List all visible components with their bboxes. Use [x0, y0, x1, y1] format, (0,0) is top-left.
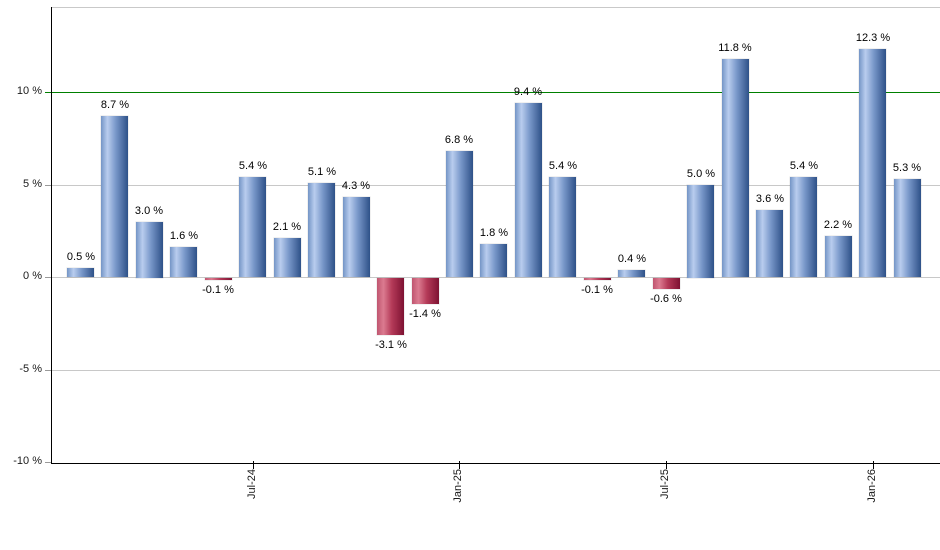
y-tick-label: 5 % — [23, 178, 42, 190]
bar — [101, 116, 128, 277]
bar-value-label: -1.4 % — [409, 308, 441, 320]
bar — [584, 278, 611, 280]
bar-value-label: 5.1 % — [307, 166, 337, 178]
bar — [446, 151, 473, 277]
bar-value-label: 5.4 % — [238, 160, 268, 172]
y-tick-mark — [45, 92, 51, 93]
bar-value-label: 0.4 % — [617, 253, 647, 265]
bar — [274, 238, 301, 277]
bar — [239, 177, 266, 277]
x-tick-label: Jul-25 — [659, 469, 671, 499]
bar — [412, 278, 439, 304]
bar — [377, 278, 404, 335]
bar-value-label: 3.6 % — [755, 193, 785, 205]
y-tick-label: 10 % — [16, 85, 42, 97]
bar-value-label: -0.1 % — [581, 284, 613, 296]
bar-value-label: 3.0 % — [134, 205, 164, 217]
bar — [687, 185, 714, 278]
bar — [653, 278, 680, 289]
bar — [67, 268, 94, 277]
bar — [308, 183, 335, 277]
y-tick-mark — [45, 277, 51, 278]
bar-value-label: 1.8 % — [479, 227, 509, 239]
bar-value-label: 11.8 % — [718, 42, 752, 54]
y-tick-mark — [45, 370, 51, 371]
y-tick-label: -5 % — [19, 363, 42, 375]
bar — [894, 179, 921, 277]
bar-value-label: 2.1 % — [272, 221, 302, 233]
x-tick-label: Jul-24 — [246, 469, 258, 499]
x-tick-mark — [666, 461, 667, 469]
bar — [480, 244, 507, 277]
y-tick-label: 0 % — [23, 270, 42, 282]
reference-line — [51, 92, 940, 93]
bar-value-label: -0.1 % — [202, 284, 234, 296]
bar — [825, 236, 852, 277]
bar — [790, 177, 817, 277]
bar — [859, 49, 886, 277]
bar — [722, 59, 749, 277]
bar-value-label: -3.1 % — [375, 339, 407, 351]
bar — [170, 247, 197, 277]
x-axis-line — [51, 463, 940, 464]
bar — [205, 278, 232, 280]
bar-value-label: 5.4 % — [548, 160, 578, 172]
bar-value-label: 8.7 % — [100, 99, 130, 111]
bar-value-label: 0.5 % — [66, 251, 96, 263]
bar-value-label: 5.3 % — [892, 162, 922, 174]
x-tick-mark — [459, 461, 460, 469]
bar-value-label: 9.4 % — [513, 86, 543, 98]
bar-value-label: 5.0 % — [686, 168, 716, 180]
bar-value-label: -0.6 % — [650, 293, 682, 305]
gridline — [51, 185, 940, 186]
x-tick-label: Jan-25 — [452, 469, 464, 503]
bar-value-label: 4.3 % — [341, 180, 371, 192]
gridline — [51, 277, 940, 278]
bar-value-label: 12.3 % — [855, 32, 891, 44]
y-tick-mark — [45, 185, 51, 186]
bar — [136, 222, 163, 278]
bar — [756, 210, 783, 277]
bar-value-label: 1.6 % — [169, 230, 199, 242]
x-tick-mark — [253, 461, 254, 469]
bar-value-label: 2.2 % — [823, 219, 853, 231]
gridline — [51, 370, 940, 371]
bar — [343, 197, 370, 277]
y-tick-label: -10 % — [13, 455, 42, 467]
x-tick-mark — [873, 461, 874, 469]
bar-value-label: 5.4 % — [789, 160, 819, 172]
bar — [515, 103, 542, 277]
bar — [618, 270, 645, 277]
y-tick-mark — [45, 462, 51, 463]
bar-value-label: 6.8 % — [444, 134, 474, 146]
y-axis-line — [51, 7, 52, 463]
plot-top-border — [51, 7, 940, 8]
x-tick-label: Jan-26 — [866, 469, 878, 503]
bar — [549, 177, 576, 277]
